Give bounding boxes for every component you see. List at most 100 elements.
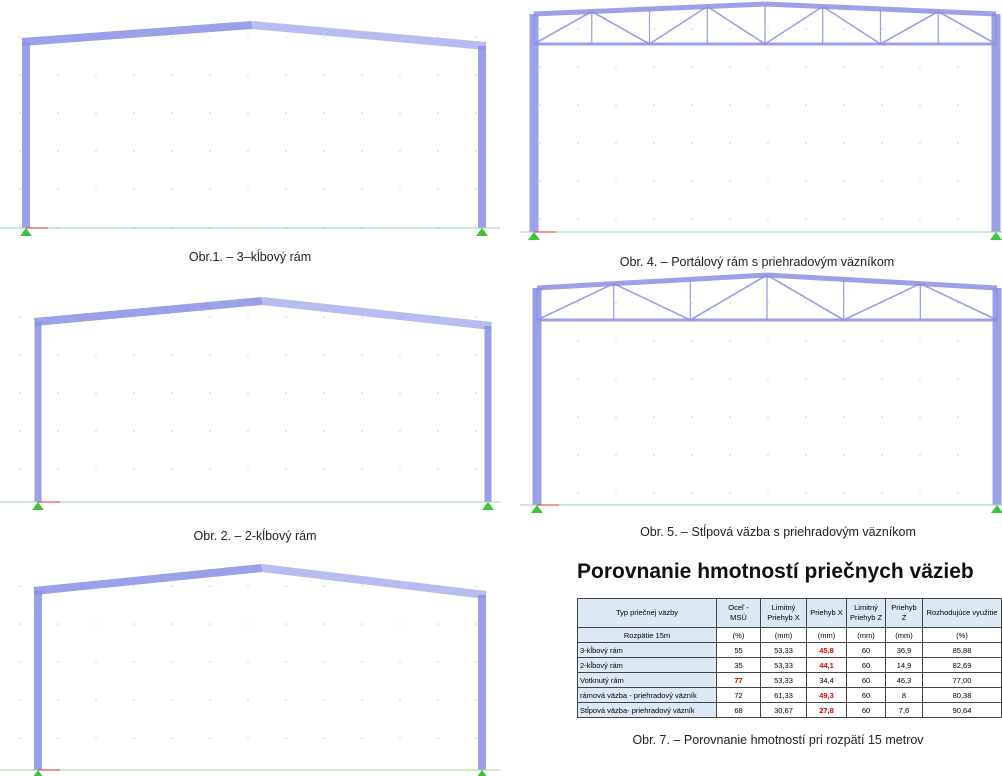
grid-dot bbox=[729, 378, 731, 380]
member bbox=[880, 10, 939, 45]
grid-dot bbox=[437, 623, 439, 625]
grid-dot bbox=[171, 585, 173, 587]
grid-dot bbox=[843, 104, 845, 106]
table-cell: 77 bbox=[716, 672, 761, 688]
grid-dot bbox=[767, 104, 769, 106]
grid-dot bbox=[691, 454, 693, 456]
grid-dot bbox=[919, 66, 921, 68]
grid-dot bbox=[691, 104, 693, 106]
member bbox=[919, 282, 998, 321]
grid-dot bbox=[209, 354, 211, 356]
grid-dot bbox=[171, 74, 173, 76]
grid-dot bbox=[577, 492, 579, 494]
grid-dot bbox=[653, 378, 655, 380]
member bbox=[261, 564, 487, 599]
grid-dot bbox=[361, 226, 363, 228]
table-cell: (mm) bbox=[760, 627, 807, 643]
grid-dot bbox=[171, 226, 173, 228]
grid-dot bbox=[57, 699, 59, 701]
grid-dot bbox=[133, 737, 135, 739]
grid-dot bbox=[285, 737, 287, 739]
grid-dot bbox=[95, 699, 97, 701]
table-cell: 61,33 bbox=[760, 687, 807, 703]
table-cell: 53,33 bbox=[760, 657, 807, 673]
table-cell: rámová väzba - priehradový väzník bbox=[577, 687, 717, 703]
grid-dot bbox=[577, 218, 579, 220]
grid-dot bbox=[171, 430, 173, 432]
grid-dot bbox=[19, 112, 21, 114]
grid-dot bbox=[437, 226, 439, 228]
grid-dot bbox=[399, 468, 401, 470]
grid-dot bbox=[171, 188, 173, 190]
grid-dot bbox=[57, 226, 59, 228]
support bbox=[990, 232, 1002, 240]
grid-dot bbox=[19, 36, 21, 38]
grid-dot bbox=[285, 74, 287, 76]
grid-dot bbox=[957, 66, 959, 68]
grid-dot bbox=[653, 180, 655, 182]
grid-dot bbox=[475, 699, 477, 701]
grid-dot bbox=[475, 392, 477, 394]
grid-dot bbox=[323, 699, 325, 701]
grid-dot bbox=[247, 188, 249, 190]
table-cell: 27,8 bbox=[806, 702, 847, 718]
grid-dot bbox=[881, 180, 883, 182]
grid-dot bbox=[729, 218, 731, 220]
grid-dot bbox=[361, 74, 363, 76]
grid-dot bbox=[399, 354, 401, 356]
grid-dot bbox=[209, 585, 211, 587]
grid-dot bbox=[615, 104, 617, 106]
grid-dot bbox=[577, 180, 579, 182]
grid-dot bbox=[437, 36, 439, 38]
support bbox=[32, 502, 44, 510]
grid-dot bbox=[361, 112, 363, 114]
grid-dot bbox=[577, 416, 579, 418]
table-cell: 7,6 bbox=[885, 702, 923, 718]
support bbox=[531, 505, 543, 513]
grid-dot bbox=[209, 150, 211, 152]
grid-dot bbox=[615, 454, 617, 456]
grid-dot bbox=[57, 112, 59, 114]
grid-dot bbox=[653, 340, 655, 342]
grid-dot bbox=[539, 180, 541, 182]
grid-dot bbox=[767, 378, 769, 380]
grid-dot bbox=[881, 454, 883, 456]
grid-dot bbox=[919, 142, 921, 144]
grid-dot bbox=[729, 66, 731, 68]
grid-dot bbox=[171, 316, 173, 318]
grid-dot bbox=[805, 340, 807, 342]
grid-dot bbox=[323, 392, 325, 394]
caption: Obr. 7. – Porovnanie hmotností pri rozpä… bbox=[632, 733, 924, 747]
grid-dot bbox=[691, 492, 693, 494]
grid-dot bbox=[805, 104, 807, 106]
grid-dot bbox=[881, 378, 883, 380]
grid-dot bbox=[323, 430, 325, 432]
grid-dot bbox=[843, 492, 845, 494]
table-cell: 53,33 bbox=[760, 672, 807, 688]
grid-dot bbox=[691, 180, 693, 182]
grid-dot bbox=[247, 112, 249, 114]
grid-dot bbox=[919, 416, 921, 418]
grid-dot bbox=[919, 28, 921, 30]
grid-dot bbox=[919, 492, 921, 494]
support bbox=[477, 770, 487, 776]
grid-dot bbox=[133, 74, 135, 76]
grid-dot bbox=[577, 28, 579, 30]
grid-dot bbox=[767, 340, 769, 342]
table-cell: 60 bbox=[846, 657, 886, 673]
support bbox=[20, 228, 32, 236]
grid-dot bbox=[653, 28, 655, 30]
table-row: rámová väzba - priehradový väzník 72 61,33… bbox=[577, 687, 1002, 703]
grid-dot bbox=[361, 354, 363, 356]
grid-dot bbox=[361, 623, 363, 625]
table-cell: 80,38 bbox=[922, 687, 1002, 703]
grid-dot bbox=[19, 74, 21, 76]
grid-dot bbox=[209, 36, 211, 38]
table-cell: 34,4 bbox=[806, 672, 847, 688]
grid-dot bbox=[133, 623, 135, 625]
grid-dot bbox=[133, 468, 135, 470]
grid-dot bbox=[247, 585, 249, 587]
grid-dot bbox=[361, 585, 363, 587]
grid-dot bbox=[171, 392, 173, 394]
grid-dot bbox=[729, 28, 731, 30]
